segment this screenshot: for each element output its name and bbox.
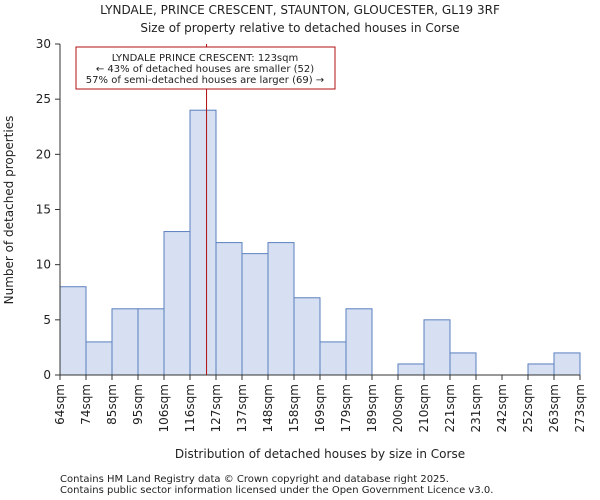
- x-axis-label: Distribution of detached houses by size …: [175, 447, 465, 461]
- bar-74sqm: [85, 341, 113, 376]
- x-tick-label-179sqm: 179sqm: [339, 384, 353, 432]
- x-axis-ticks: 64sqm 74sqm 85sqm 95sqm 106sqm 116sqm 127sqm 13…: [53, 375, 587, 432]
- annotation-line3: 57% of semi-detached houses are larger (…: [86, 75, 324, 86]
- x-tick-label-106sqm: 106sqm: [157, 384, 171, 432]
- bar-106sqm: [163, 231, 191, 376]
- y-tick-label: 0: [43, 368, 51, 382]
- x-tick-label-231sqm: 231sqm: [469, 384, 483, 432]
- y-tick-label: 15: [36, 203, 51, 217]
- x-tick-label-221sqm: 221sqm: [443, 384, 457, 432]
- y-tick-label: 5: [43, 313, 51, 327]
- x-tick-label-210sqm: 210sqm: [417, 384, 431, 432]
- bar-263sqm: [553, 352, 581, 376]
- x-tick-label-263sqm: 263sqm: [547, 384, 561, 432]
- bar-148sqm: [267, 242, 295, 376]
- y-tick-label: 10: [36, 258, 51, 272]
- bar-158sqm: [293, 297, 321, 376]
- y-axis-ticks: 0 5 10 15 20 25 30: [36, 37, 60, 382]
- footer-line1: Contains HM Land Registry data © Crown c…: [60, 474, 449, 485]
- x-tick-label-148sqm: 148sqm: [261, 384, 275, 432]
- x-tick-label-273sqm: 273sqm: [573, 384, 587, 432]
- x-tick-label-200sqm: 200sqm: [391, 384, 405, 432]
- x-tick-label-127sqm: 127sqm: [209, 384, 223, 432]
- bar-169sqm: [319, 341, 347, 376]
- annotation-line1: LYNDALE PRINCE CRESCENT: 123sqm: [112, 53, 298, 64]
- x-tick-label-169sqm: 169sqm: [313, 384, 327, 432]
- y-tick-label: 20: [36, 147, 51, 161]
- bar-137sqm: [241, 253, 269, 376]
- bar-221sqm: [449, 352, 477, 376]
- bar-252sqm: [527, 363, 555, 376]
- bar-85sqm: [111, 308, 139, 376]
- annotation-line2: ← 43% of detached houses are smaller (52…: [96, 64, 314, 75]
- bar-95sqm: [137, 308, 165, 376]
- y-tick-label: 30: [36, 37, 51, 51]
- bar-116sqm: [189, 109, 217, 376]
- x-tick-label-64sqm: 64sqm: [53, 384, 67, 425]
- x-tick-label-137sqm: 137sqm: [235, 384, 249, 432]
- footer-line2: Contains public sector information licen…: [60, 485, 493, 496]
- x-tick-label-252sqm: 252sqm: [521, 384, 535, 432]
- x-tick-label-158sqm: 158sqm: [287, 384, 301, 432]
- bars-group: [59, 109, 581, 376]
- x-tick-label-95sqm: 95sqm: [131, 384, 145, 425]
- x-tick-label-74sqm: 74sqm: [79, 384, 93, 425]
- chart-title-line2: Size of property relative to detached ho…: [140, 21, 459, 35]
- bar-127sqm: [215, 242, 243, 376]
- bar-210sqm: [423, 319, 451, 376]
- y-tick-label: 25: [36, 92, 51, 106]
- x-tick-label-85sqm: 85sqm: [105, 384, 119, 425]
- y-axis-label: Number of detached properties: [2, 116, 16, 305]
- annotation-box: LYNDALE PRINCE CRESCENT: 123sqm ← 43% of…: [75, 46, 336, 90]
- bar-200sqm: [397, 363, 425, 376]
- bar-179sqm: [345, 308, 373, 376]
- x-tick-label-242sqm: 242sqm: [495, 384, 509, 432]
- bar-64sqm: [59, 286, 87, 376]
- chart-title-line1: LYNDALE, PRINCE CRESCENT, STAUNTON, GLOU…: [100, 3, 500, 17]
- x-tick-label-189sqm: 189sqm: [365, 384, 379, 432]
- x-tick-label-116sqm: 116sqm: [183, 384, 197, 432]
